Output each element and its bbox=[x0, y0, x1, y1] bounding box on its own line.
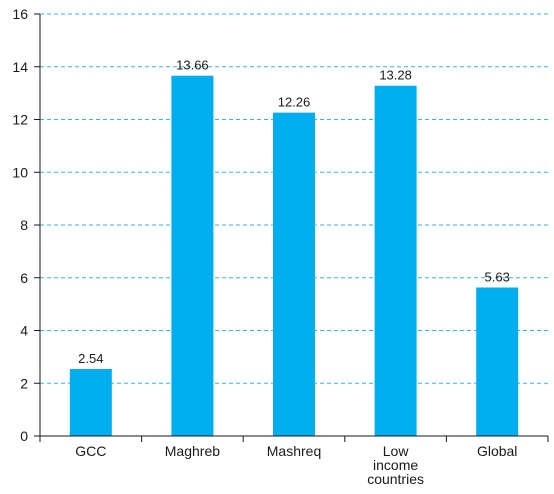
bar bbox=[69, 369, 112, 436]
data-label: 12.26 bbox=[278, 95, 311, 110]
y-tick-label: 12 bbox=[12, 112, 28, 128]
x-category-label: Low income countries bbox=[367, 443, 424, 487]
bars bbox=[69, 75, 519, 437]
x-category-label-line: countries bbox=[367, 471, 424, 487]
y-tick-label: 0 bbox=[20, 428, 28, 444]
x-category-label-line: Mashreq bbox=[267, 443, 321, 459]
bar bbox=[476, 287, 519, 436]
y-tick-label: 16 bbox=[12, 6, 28, 22]
y-tick-labels: 0 2 4 6 8 10 12 14 16 bbox=[12, 6, 28, 444]
y-tick-label: 10 bbox=[12, 164, 28, 180]
data-label: 13.28 bbox=[379, 68, 412, 83]
x-category-label-line: Global bbox=[477, 443, 517, 459]
x-category-label: Maghreb bbox=[165, 443, 220, 459]
x-category-label: GCC bbox=[75, 443, 106, 459]
x-category-labels: GCC Maghreb Mashreq Low income countries Globa… bbox=[75, 443, 517, 487]
data-labels: 2.54 13.66 12.26 13.28 5.63 bbox=[78, 58, 510, 366]
x-category-label-line: income bbox=[373, 457, 418, 473]
x-category-label-line: GCC bbox=[75, 443, 106, 459]
x-category-label-line: Maghreb bbox=[165, 443, 220, 459]
x-category-label-line: Low bbox=[383, 443, 410, 459]
data-label: 2.54 bbox=[78, 351, 103, 366]
bar bbox=[374, 85, 417, 437]
x-category-label: Global bbox=[477, 443, 517, 459]
y-tick-label: 8 bbox=[20, 217, 28, 233]
bar bbox=[171, 75, 214, 436]
axes bbox=[34, 13, 549, 442]
y-tick-label: 6 bbox=[20, 270, 28, 286]
y-tick-label: 4 bbox=[20, 323, 28, 339]
y-tick-label: 14 bbox=[12, 59, 28, 75]
bar bbox=[273, 112, 315, 436]
y-tick-label: 2 bbox=[20, 375, 28, 391]
x-category-label: Mashreq bbox=[267, 443, 321, 459]
data-label: 5.63 bbox=[485, 270, 510, 285]
data-label: 13.66 bbox=[176, 58, 209, 73]
